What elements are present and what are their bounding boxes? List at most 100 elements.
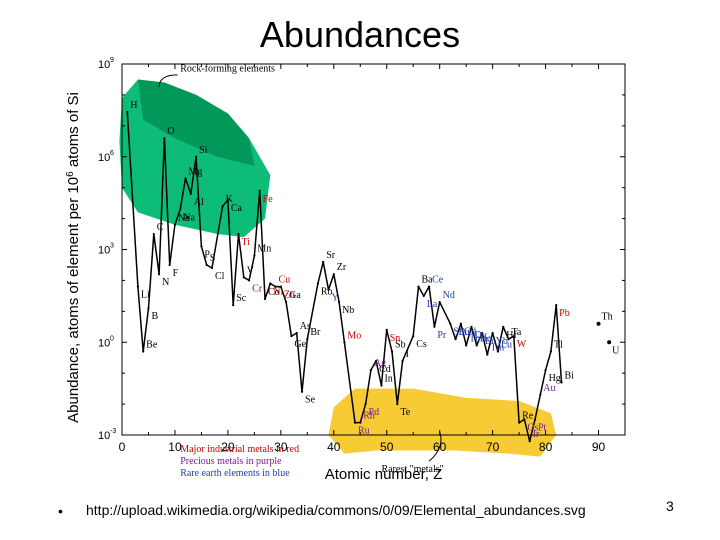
data-point-Ba <box>417 285 420 288</box>
element-label-K: K <box>226 194 234 205</box>
element-label-Eu: Eu <box>459 327 470 338</box>
element-label-Bi: Bi <box>564 370 574 381</box>
regions-layer: Rock-forming elements Rarest "metals" <box>119 64 557 475</box>
data-point-Hg <box>544 368 547 372</box>
x-tick-label: 90 <box>592 440 606 454</box>
y-axis-title: Abundance, atoms of element per 106 atom… <box>65 92 83 423</box>
element-label-Cs: Cs <box>416 339 427 350</box>
data-point-Rb <box>316 282 320 285</box>
element-label-N: N <box>162 277 169 288</box>
data-point-P <box>200 245 203 248</box>
element-label-I: I <box>406 349 409 360</box>
element-label-Au: Au <box>543 383 555 394</box>
data-point-Sn <box>385 328 388 331</box>
data-point-Bi <box>560 381 563 384</box>
x-tick-label: 60 <box>433 440 447 454</box>
element-label-Er: Er <box>485 336 495 347</box>
element-label-Ti: Ti <box>241 237 250 248</box>
element-label-Ge: Ge <box>294 339 306 350</box>
element-label-Cr: Cr <box>252 283 263 294</box>
data-point-U <box>607 340 612 345</box>
data-point-Mg <box>184 177 187 180</box>
data-point-C <box>152 232 155 236</box>
element-label-H: H <box>130 100 137 111</box>
data-point-Gd <box>459 322 462 325</box>
data-point-Nd <box>438 300 441 304</box>
element-label-Al: Al <box>194 197 204 208</box>
element-label-Ho: Ho <box>480 333 492 344</box>
element-label-Se: Se <box>305 395 316 406</box>
y-tick-exponent: 3 <box>110 243 114 250</box>
element-label-Sr: Sr <box>326 250 336 261</box>
data-point-Cr <box>247 279 251 282</box>
y-tick-exponent: 0 <box>110 335 114 342</box>
x-tick-label: 30 <box>274 440 288 454</box>
element-label-F: F <box>173 268 179 279</box>
element-label-C: C <box>157 222 164 233</box>
region-label-rock: Rock-forming elements <box>180 64 275 75</box>
element-label-Sn: Sn <box>390 333 401 344</box>
data-point-B <box>147 307 150 310</box>
data-point-Zn <box>279 285 282 288</box>
element-label-Br: Br <box>310 327 321 338</box>
x-tick-label: 70 <box>486 440 500 454</box>
region-arrow-rare <box>428 431 442 462</box>
element-label-Pt: Pt <box>538 423 547 434</box>
data-point-N <box>157 273 161 276</box>
data-point-Ne <box>173 223 177 226</box>
y-tick-exponent: -3 <box>110 428 116 435</box>
y-tick-label: 10 <box>98 59 110 71</box>
data-point-Yb <box>491 331 494 335</box>
data-point-Ti <box>237 232 240 236</box>
element-label-Tb: Tb <box>469 333 480 344</box>
element-label-Te: Te <box>400 407 410 418</box>
y-tick-exponent: 6 <box>110 150 114 157</box>
rock-forming-region-core <box>137 79 255 166</box>
data-point-Te <box>396 402 399 406</box>
data-point-Dy <box>470 325 473 328</box>
data-point-W <box>512 334 515 338</box>
data-point-O <box>163 137 166 140</box>
data-point-Co <box>263 297 267 301</box>
y-tick-label: 10 <box>98 152 110 164</box>
data-point-V <box>242 276 245 279</box>
element-label-Pr: Pr <box>437 330 447 341</box>
element-label-W: W <box>517 339 527 350</box>
data-point-F <box>168 263 171 267</box>
data-point-Li <box>136 285 139 288</box>
data-point-Sb <box>390 350 394 353</box>
element-label-Mn: Mn <box>257 244 271 255</box>
element-label-O: O <box>167 126 174 137</box>
x-tick-label: 10 <box>168 440 182 454</box>
data-point-Sr <box>322 260 325 263</box>
data-point-Au <box>539 393 542 396</box>
element-label-Ag: Ag <box>374 358 386 369</box>
region-arrow-rock <box>158 74 178 88</box>
data-point-Al <box>189 192 192 195</box>
element-label-B: B <box>151 311 158 322</box>
data-point-K <box>221 205 224 208</box>
data-point-Fe <box>258 189 261 192</box>
data-point-Ag <box>369 368 372 372</box>
data-point-H <box>126 110 129 114</box>
data-point-Zr <box>332 273 335 276</box>
x-tick-label: 80 <box>539 440 553 454</box>
element-label-Si: Si <box>199 145 208 156</box>
data-point-Ir <box>528 440 531 443</box>
element-label-Pd: Pd <box>369 407 380 418</box>
y-tick-label: 10 <box>98 337 110 349</box>
source-url[interactable]: http://upload.wikimedia.org/wikipedia/co… <box>86 502 586 518</box>
data-point-Tb <box>465 344 468 347</box>
element-label-Ne: Ne <box>178 213 190 224</box>
data-point-Sm <box>449 322 452 325</box>
data-point-La <box>422 294 425 297</box>
element-label-Nb: Nb <box>342 305 354 316</box>
data-point-Ca <box>226 198 229 202</box>
element-label-Zn: Zn <box>284 290 295 301</box>
element-label-In: In <box>384 374 392 385</box>
data-point-Eu <box>454 338 457 341</box>
data-point-Pd <box>364 402 367 406</box>
element-label-Ni: Ni <box>273 287 283 298</box>
